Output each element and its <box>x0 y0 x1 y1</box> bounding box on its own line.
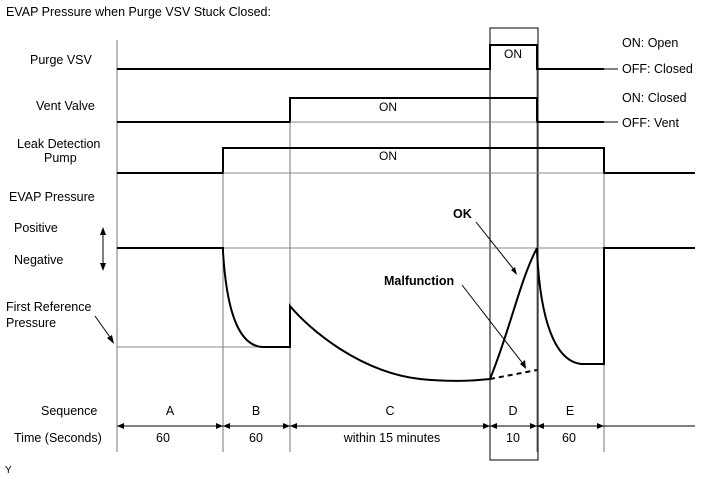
evap-pressure-label: EVAP Pressure <box>9 190 95 204</box>
phase-e-time: 60 <box>562 431 576 445</box>
phase-c-time: within 15 minutes <box>343 431 441 445</box>
phase-d-highlight-box <box>489 27 539 461</box>
phase-c-label: C <box>385 404 394 418</box>
leak-pump-label-line1: Leak Detection <box>17 137 100 151</box>
vent-valve-signal <box>117 97 604 123</box>
vent-valve-on-text: ON <box>379 100 397 114</box>
phase-a-label: A <box>166 404 175 418</box>
pressure-direction-arrow <box>100 227 106 271</box>
vent-valve-off-state: OFF: Vent <box>622 116 679 130</box>
malfunction-dashed-trace <box>489 369 538 380</box>
first-reference-pointer <box>94 315 114 344</box>
purge-vsv-on-state: ON: Open <box>622 36 678 50</box>
malfunction-label: Malfunction <box>384 274 454 288</box>
vent-valve-on-state: ON: Closed <box>622 91 687 105</box>
evap-pressure-trace <box>117 247 695 382</box>
purge-vsv-on-text: ON <box>504 47 522 61</box>
ok-pointer <box>475 221 517 275</box>
malfunction-pointer <box>461 284 526 369</box>
vent-valve-label: Vent Valve <box>36 99 95 113</box>
figure-footnote: Y <box>5 465 12 476</box>
leak-pump-on-text: ON <box>379 149 397 163</box>
purge-vsv-label: Purge VSV <box>30 53 93 67</box>
leak-pump-signal <box>117 147 695 174</box>
ok-label: OK <box>453 207 472 221</box>
diagram-title: EVAP Pressure when Purge VSV Stuck Close… <box>6 5 271 19</box>
phase-b-time: 60 <box>249 431 263 445</box>
phase-d-time: 10 <box>506 431 520 445</box>
sequence-label: Sequence <box>41 404 97 418</box>
positive-label: Positive <box>14 221 58 235</box>
first-reference-label-line1: First Reference <box>6 300 91 314</box>
purge-vsv-off-state: OFF: Closed <box>622 62 693 76</box>
purge-vsv-signal <box>117 44 604 70</box>
first-reference-label-line2: Pressure <box>6 316 56 330</box>
leak-pump-label-line2: Pump <box>44 151 77 165</box>
phase-b-label: B <box>252 404 260 418</box>
negative-label: Negative <box>14 253 63 267</box>
sequence-arrowheads <box>117 423 604 429</box>
time-label: Time (Seconds) <box>14 431 102 445</box>
phase-e-label: E <box>566 404 574 418</box>
phase-d-label: D <box>508 404 517 418</box>
phase-boundaries <box>116 40 605 452</box>
phase-a-time: 60 <box>156 431 170 445</box>
